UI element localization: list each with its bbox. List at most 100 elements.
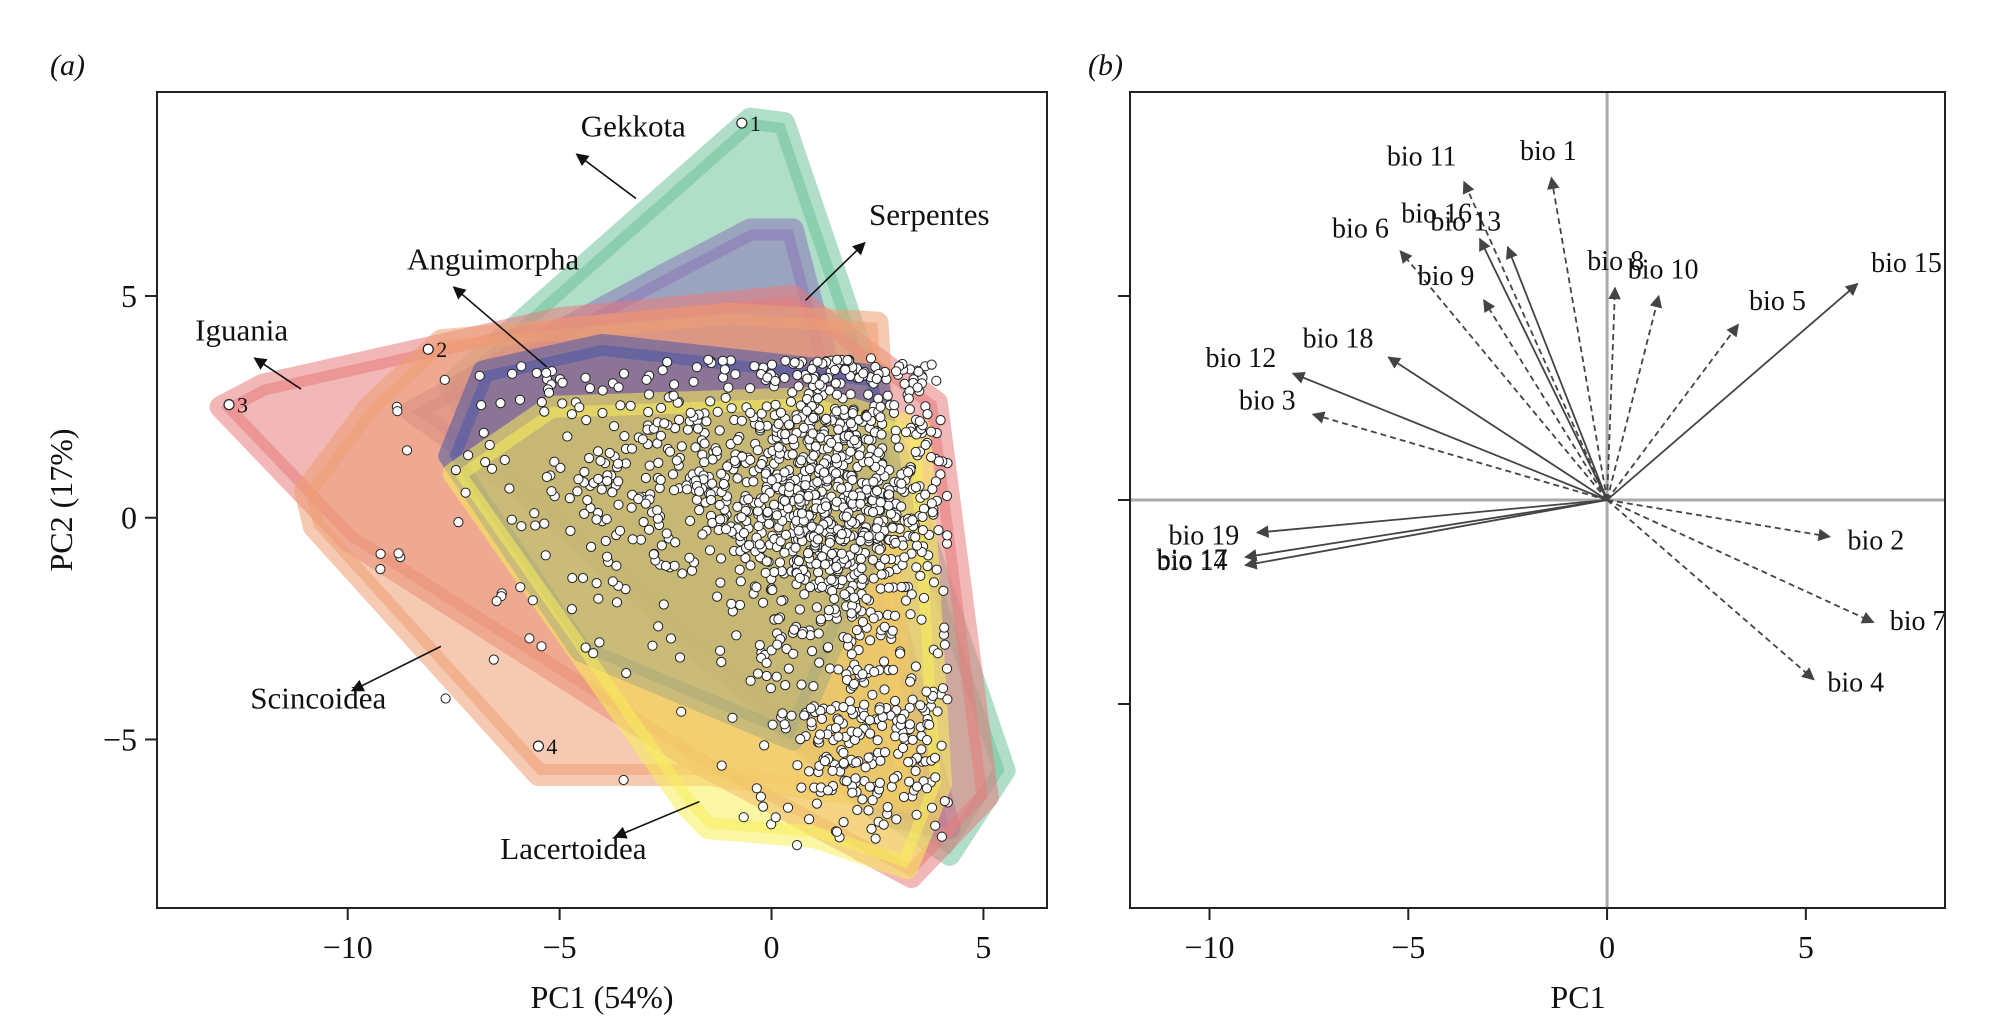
species-point: [774, 557, 786, 568]
species-point: [800, 480, 811, 491]
species-point: [557, 377, 568, 388]
species-point: [899, 378, 910, 389]
species-point: [875, 412, 886, 423]
extreme-point-label-3: 3: [237, 393, 248, 418]
species-point: [911, 562, 922, 573]
species-point: [659, 418, 670, 429]
species-point: [842, 355, 853, 366]
species-point: [804, 814, 815, 825]
species-point: [941, 663, 953, 674]
species-point: [770, 812, 781, 823]
species-point: [719, 364, 731, 375]
species-point: [499, 454, 510, 466]
species-point: [593, 593, 604, 604]
species-point: [752, 445, 763, 456]
species-point: [745, 407, 756, 418]
vector-label-bio-11: bio 11: [1387, 141, 1457, 172]
species-point: [761, 670, 772, 682]
species-point: [899, 552, 910, 563]
clade-annotations: Gekkota Serpentes Anguimorpha Iguania Scinco…: [195, 108, 989, 866]
species-point: [641, 374, 652, 385]
annotation-lacertoidea: Lacertoidea: [500, 831, 647, 866]
extreme-point-label-1: 1: [750, 111, 761, 136]
species-point: [875, 497, 886, 508]
species-point: [829, 593, 840, 605]
species-point: [932, 648, 944, 659]
species-point: [478, 427, 489, 438]
species-point: [870, 833, 881, 844]
vector-bio-6: [1399, 250, 1608, 501]
species-point: [887, 522, 898, 534]
species-point: [787, 434, 799, 445]
species-point: [838, 702, 849, 713]
species-point: [392, 406, 403, 417]
species-point: [613, 382, 624, 393]
species-point: [882, 390, 893, 401]
species-point: [567, 572, 578, 584]
species-point: [536, 397, 547, 408]
species-point: [504, 483, 515, 494]
species-point: [600, 535, 611, 547]
species-point: [789, 357, 800, 368]
species-point: [911, 540, 923, 551]
species-point: [515, 582, 526, 593]
species-point: [730, 369, 741, 380]
species-point: [888, 664, 899, 676]
x-axis-label-a: PC1 (54%): [530, 979, 673, 1015]
vector-bio-2: [1606, 499, 1831, 542]
species-point: [838, 817, 849, 828]
species-point: [847, 474, 858, 485]
species-point: [887, 625, 898, 636]
species-point: [539, 406, 550, 417]
species-point: [907, 734, 918, 746]
species-point: [682, 424, 694, 435]
vector-label-bio-3: bio 3: [1239, 385, 1296, 416]
species-point: [736, 415, 748, 426]
species-point: [861, 411, 872, 422]
annotation-scincoidea: Scincoidea: [250, 680, 386, 715]
species-point: [833, 731, 844, 742]
species-point: [857, 794, 868, 805]
species-point: [692, 423, 704, 434]
species-point: [722, 461, 733, 472]
species-point: [607, 576, 618, 587]
vector-bio-10: [1606, 294, 1663, 501]
species-point: [782, 802, 794, 813]
species-point: [926, 426, 937, 437]
vector-label-bio-6: bio 6: [1332, 213, 1389, 244]
species-point: [703, 354, 714, 365]
species-point: [890, 537, 901, 548]
vector-bio-19: [1255, 499, 1608, 538]
species-point: [790, 542, 801, 553]
species-point: [760, 567, 771, 578]
species-point: [820, 501, 832, 512]
species-point: [613, 499, 624, 510]
species-point: [937, 683, 949, 694]
species-point: [855, 498, 866, 509]
species-point: [609, 421, 620, 432]
species-point: [644, 524, 655, 535]
species-point: [883, 489, 895, 500]
species-point: [886, 781, 897, 792]
vector-bio-14: [1244, 499, 1608, 562]
species-point: [577, 572, 589, 584]
species-point: [393, 548, 404, 559]
vector-label-bio-19: bio 19: [1169, 520, 1240, 551]
species-point: [615, 400, 626, 411]
species-point: [845, 446, 856, 457]
species-point: [638, 516, 649, 528]
species-point: [804, 766, 815, 777]
species-point: [916, 744, 927, 755]
species-point: [904, 719, 916, 730]
species-point: [701, 416, 712, 427]
species-point: [847, 408, 858, 419]
species-point: [779, 372, 790, 384]
species-point: [841, 776, 852, 787]
species-point: [911, 809, 922, 820]
species-point: [674, 414, 685, 425]
species-point: [830, 378, 842, 389]
species-point: [863, 434, 874, 445]
species-point: [664, 446, 676, 457]
species-point: [933, 525, 944, 536]
species-point: [752, 668, 764, 679]
